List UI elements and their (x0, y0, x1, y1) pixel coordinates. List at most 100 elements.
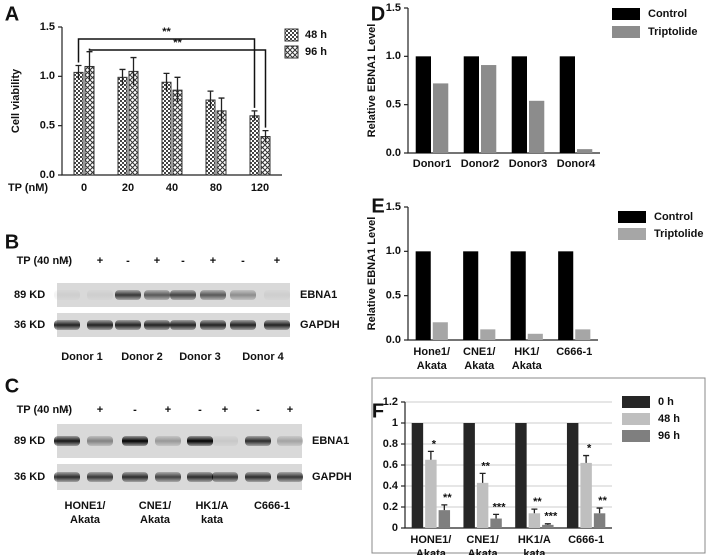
lane-sign: - (181, 255, 185, 267)
blot-band (87, 436, 113, 446)
blot-band (170, 320, 196, 330)
bar (249, 115, 260, 176)
x-tick-label: 0 (81, 182, 87, 194)
error-bar (86, 51, 93, 82)
error-bar (583, 454, 590, 463)
legend-label: 96 h (305, 46, 327, 58)
legend-label: 48 h (658, 413, 680, 425)
x-tick-label: 40 (166, 182, 178, 194)
y-tick-label: 1.5 (386, 201, 401, 213)
legend-label: Triptolide (654, 228, 704, 240)
bar (432, 322, 448, 340)
y-tick-label: 1.5 (40, 21, 55, 33)
treatment-label: TP (40 nM) (17, 404, 73, 416)
y-tick-label: 1 (392, 417, 398, 429)
significance-label: * (587, 442, 592, 454)
x-tick-label: C666-1 (568, 534, 604, 546)
error-bar (130, 56, 137, 86)
legend-swatch (622, 396, 650, 408)
group-label: HK1/A kata (195, 500, 228, 526)
blot-band (200, 290, 226, 300)
bar (476, 482, 489, 528)
error-bar (596, 507, 603, 514)
bar (415, 56, 431, 154)
lane-sign: - (241, 255, 245, 267)
y-axis-label: Cell viability (10, 68, 22, 133)
x-tick-label: HONE1/Akata (410, 534, 451, 555)
group-label: Donor 2 (121, 351, 163, 363)
error-bar (218, 97, 225, 124)
protein-label: EBNA1 (300, 289, 337, 301)
bar (575, 329, 591, 340)
legend-label: Control (654, 211, 693, 223)
significance-label: ** (162, 26, 171, 38)
legend-swatch (284, 28, 299, 42)
bar (415, 251, 431, 340)
bar (558, 251, 574, 340)
group-label: Donor 1 (61, 351, 103, 363)
blot-band (230, 320, 256, 330)
lane-sign: + (165, 404, 171, 416)
panel-letter: C (5, 375, 19, 397)
lane-sign: - (65, 255, 69, 267)
bar (510, 251, 526, 340)
band-size: 36 KD (14, 319, 45, 331)
error-bar (427, 450, 434, 460)
y-tick-label: 0.6 (383, 459, 398, 471)
blot-band (230, 290, 256, 300)
bar (433, 83, 449, 153)
bar (566, 423, 579, 528)
y-tick-label: 0.5 (386, 290, 401, 302)
lane-sign: - (126, 255, 130, 267)
error-bar (174, 76, 181, 103)
error-bar (207, 90, 214, 109)
legend-label: Triptolide (648, 26, 698, 38)
legend-swatch (284, 45, 299, 59)
y-axis-label: Relative EBNA1 Level (366, 217, 378, 331)
bar (593, 513, 606, 528)
error-bar (251, 110, 258, 121)
blot-band (277, 436, 303, 446)
y-tick-label: 0.5 (40, 120, 55, 132)
protein-label: GAPDH (312, 471, 352, 483)
bar (515, 423, 527, 528)
blot-band (212, 472, 238, 482)
group-label: CNE1/Akata (139, 500, 171, 526)
treatment-label: TP (40 nM) (17, 255, 73, 267)
blot-band (54, 472, 80, 482)
group-label: Donor 4 (242, 351, 284, 363)
panel-letter: E (371, 195, 384, 217)
error-bar (119, 68, 126, 86)
bar (463, 56, 479, 154)
significance-label: ** (533, 496, 542, 508)
blot-band (54, 320, 80, 330)
bar (84, 65, 95, 176)
significance-label: *** (544, 511, 558, 523)
protein-label: GAPDH (300, 319, 340, 331)
lane-sign: - (256, 404, 260, 416)
lane-sign: + (154, 255, 160, 267)
error-bar (441, 504, 448, 511)
bar (480, 329, 496, 340)
error-bar (163, 72, 170, 92)
blot-band (245, 436, 271, 446)
blot-band (144, 320, 170, 330)
bar (438, 510, 451, 528)
lane-sign: + (210, 255, 216, 267)
y-tick-label: 0.2 (383, 501, 398, 513)
legend-swatch (622, 413, 650, 425)
bar (529, 100, 545, 153)
blot-band (87, 290, 113, 300)
blot-band (200, 320, 226, 330)
bar (527, 333, 543, 340)
x-tick-label: Hone1/Akata (413, 346, 450, 372)
x-tick-label: 120 (251, 182, 269, 194)
blot-band (115, 290, 141, 300)
blot-band (155, 436, 181, 446)
error-bar (531, 508, 538, 514)
bar (411, 423, 424, 528)
significance-bracket (77, 38, 256, 108)
legend-swatch (618, 211, 646, 223)
y-axis-label: Relative EBNA1 Level (366, 24, 378, 138)
x-tick-label: C666-1 (556, 346, 592, 358)
